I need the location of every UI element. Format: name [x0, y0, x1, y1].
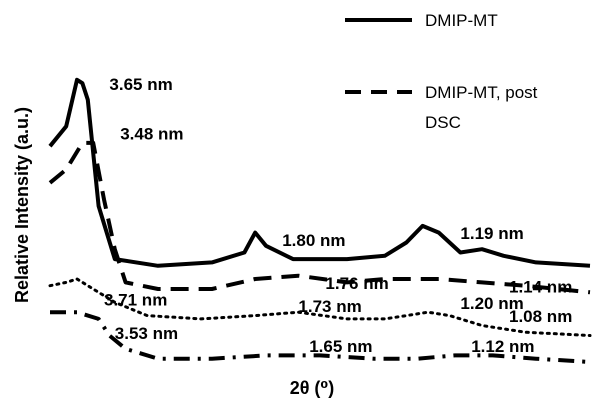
- series-line-s3: [48, 277, 592, 337]
- peak-label-9: 1.20 nm: [460, 294, 523, 313]
- peak-label-4: 1.19 nm: [460, 224, 523, 243]
- peak-label-5: 1.76 nm: [325, 274, 388, 293]
- peak-label-2: 3.48 nm: [120, 125, 183, 144]
- peak-label-7: 3.71 nm: [104, 291, 167, 310]
- peak-label-12: 1.65 nm: [309, 337, 372, 356]
- peak-label-1: 3.65 nm: [109, 75, 172, 94]
- peak-label-6: 1.14 nm: [509, 277, 572, 296]
- peak-label-13: 1.12 nm: [471, 337, 534, 356]
- legend-label-1: DMIP-MT: [425, 11, 498, 30]
- series-line-s4: [50, 310, 591, 364]
- series-layer: [48, 77, 592, 364]
- peak-label-8: 1.73 nm: [298, 297, 361, 316]
- legend: DMIP-MT DMIP-MT, post DSC: [345, 11, 538, 132]
- annotation-layer: 3.65 nm 3.48 nm 1.80 nm 1.19 nm 1.76 nm 1.14 …: [104, 75, 572, 356]
- series-line-s2: [48, 140, 591, 295]
- peak-label-10: 1.08 nm: [509, 307, 572, 326]
- x-axis-label: 2θ (⁰): [290, 378, 335, 398]
- y-axis-label: Relative Intensity (a.u.): [12, 107, 32, 303]
- legend-label-2-line2: DSC: [425, 113, 461, 132]
- legend-label-2-line1: DMIP-MT, post: [425, 83, 538, 102]
- peak-label-3: 1.80 nm: [282, 231, 345, 250]
- peak-label-11: 3.53 nm: [115, 324, 178, 343]
- series-line-s1: [48, 77, 591, 268]
